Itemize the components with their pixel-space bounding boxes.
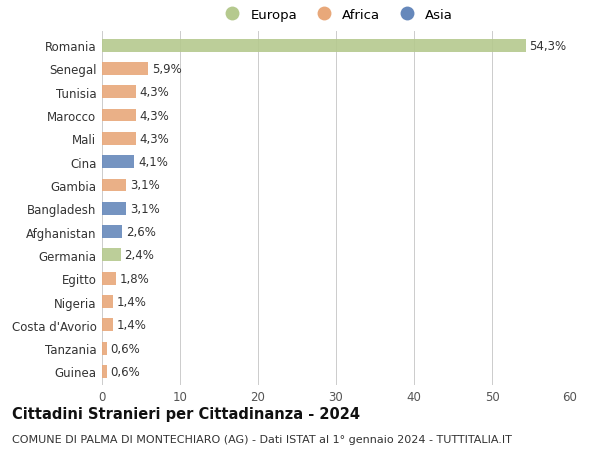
- Text: 4,3%: 4,3%: [139, 109, 169, 122]
- Text: 1,4%: 1,4%: [117, 296, 146, 308]
- Bar: [102, 296, 113, 308]
- Bar: [102, 133, 136, 146]
- Text: 1,8%: 1,8%: [120, 272, 149, 285]
- Bar: [102, 272, 116, 285]
- Legend: Europa, Africa, Asia: Europa, Africa, Asia: [219, 9, 453, 22]
- Bar: [102, 202, 126, 215]
- Text: 5,9%: 5,9%: [152, 63, 182, 76]
- Text: 54,3%: 54,3%: [529, 39, 566, 53]
- Bar: [102, 63, 148, 76]
- Bar: [102, 249, 121, 262]
- Bar: [102, 365, 107, 378]
- Bar: [102, 109, 136, 122]
- Text: 3,1%: 3,1%: [130, 202, 160, 215]
- Text: 0,6%: 0,6%: [110, 365, 140, 378]
- Text: 2,4%: 2,4%: [125, 249, 154, 262]
- Text: 4,3%: 4,3%: [139, 133, 169, 146]
- Text: COMUNE DI PALMA DI MONTECHIARO (AG) - Dati ISTAT al 1° gennaio 2024 - TUTTITALIA: COMUNE DI PALMA DI MONTECHIARO (AG) - Da…: [12, 434, 512, 444]
- Text: Cittadini Stranieri per Cittadinanza - 2024: Cittadini Stranieri per Cittadinanza - 2…: [12, 406, 360, 421]
- Bar: [102, 342, 107, 355]
- Bar: [102, 156, 134, 169]
- Bar: [102, 39, 526, 52]
- Text: 4,1%: 4,1%: [138, 156, 168, 169]
- Text: 4,3%: 4,3%: [139, 86, 169, 99]
- Text: 0,6%: 0,6%: [110, 342, 140, 355]
- Bar: [102, 319, 113, 331]
- Text: 2,6%: 2,6%: [126, 226, 156, 239]
- Bar: [102, 226, 122, 239]
- Text: 3,1%: 3,1%: [130, 179, 160, 192]
- Text: 1,4%: 1,4%: [117, 319, 146, 331]
- Bar: [102, 179, 126, 192]
- Bar: [102, 86, 136, 99]
